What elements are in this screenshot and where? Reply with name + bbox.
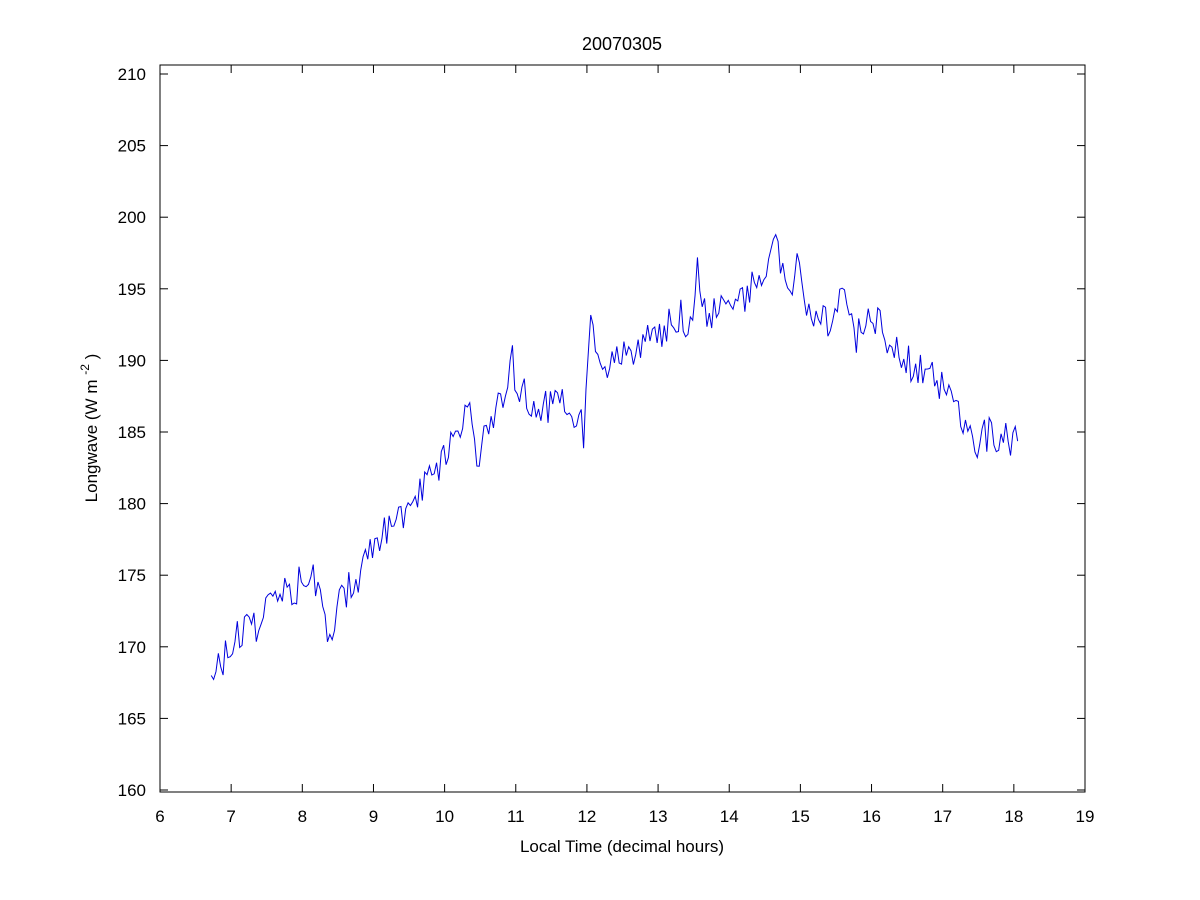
x-tick-label: 6 — [155, 807, 164, 826]
chart-title: 20070305 — [582, 34, 662, 54]
y-tick-label: 170 — [118, 638, 146, 657]
y-axis-ticks: 160 165 170 175 180 185 190 195 200 205 210 — [118, 65, 1085, 800]
y-tick-label: 210 — [118, 65, 146, 84]
y-tick-label: 195 — [118, 280, 146, 299]
y-axis-label-close: ) — [82, 354, 101, 360]
data-series-line — [210, 233, 1019, 681]
y-tick-label: 160 — [118, 781, 146, 800]
y-tick-label: 175 — [118, 566, 146, 585]
x-axis-ticks: 6 7 8 9 10 11 12 13 14 15 16 17 18 19 — [155, 65, 1094, 826]
y-axis-label-superscript: -2 — [78, 364, 92, 375]
y-tick-label: 165 — [118, 709, 146, 728]
x-tick-label: 13 — [649, 807, 668, 826]
y-tick-label: 185 — [118, 423, 146, 442]
y-tick-label: 200 — [118, 208, 146, 227]
x-tick-label: 14 — [720, 807, 739, 826]
x-tick-label: 17 — [933, 807, 952, 826]
plot-area — [160, 65, 1085, 792]
x-tick-label: 11 — [507, 807, 525, 826]
y-tick-label: 180 — [118, 495, 146, 514]
x-axis-label: Local Time (decimal hours) — [520, 837, 724, 856]
x-tick-label: 19 — [1076, 807, 1095, 826]
x-tick-label: 7 — [226, 807, 235, 826]
x-tick-label: 8 — [298, 807, 307, 826]
x-tick-label: 9 — [369, 807, 378, 826]
x-tick-label: 18 — [1004, 807, 1023, 826]
x-tick-label: 16 — [862, 807, 881, 826]
x-tick-label: 15 — [791, 807, 810, 826]
y-axis-label: Longwave (W m -2 ) — [74, 354, 101, 503]
x-tick-label: 10 — [435, 807, 454, 826]
y-tick-label: 190 — [118, 351, 146, 370]
x-tick-label: 12 — [577, 807, 596, 826]
plot-border — [159, 64, 1086, 793]
y-axis-label-main: Longwave (W m — [82, 379, 101, 502]
y-tick-label: 205 — [118, 137, 146, 156]
